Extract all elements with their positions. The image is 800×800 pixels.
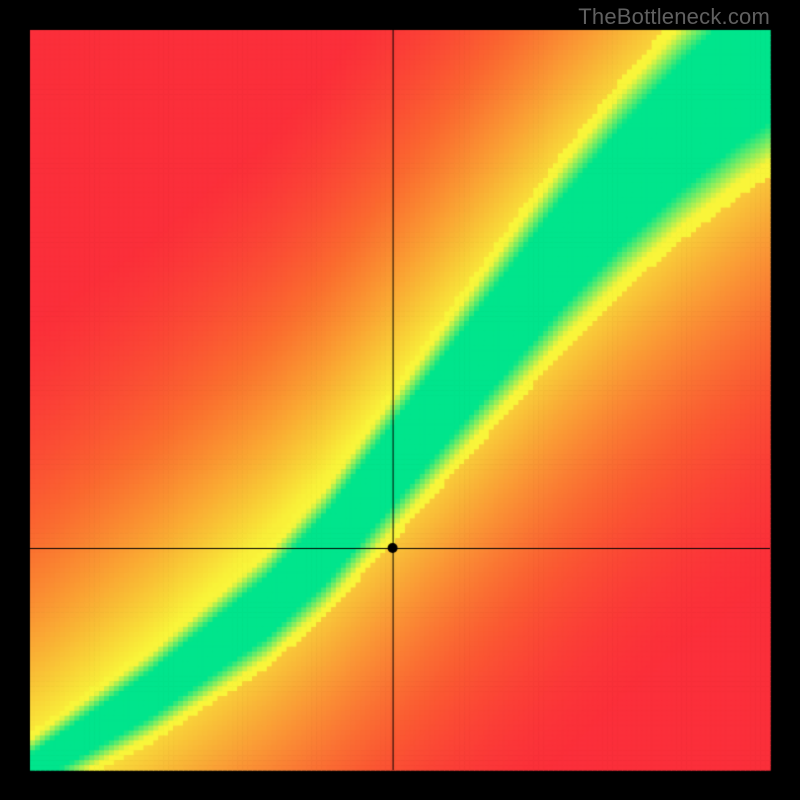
heatmap-canvas — [0, 0, 800, 800]
watermark-text: TheBottleneck.com — [578, 4, 770, 30]
chart-container: TheBottleneck.com — [0, 0, 800, 800]
